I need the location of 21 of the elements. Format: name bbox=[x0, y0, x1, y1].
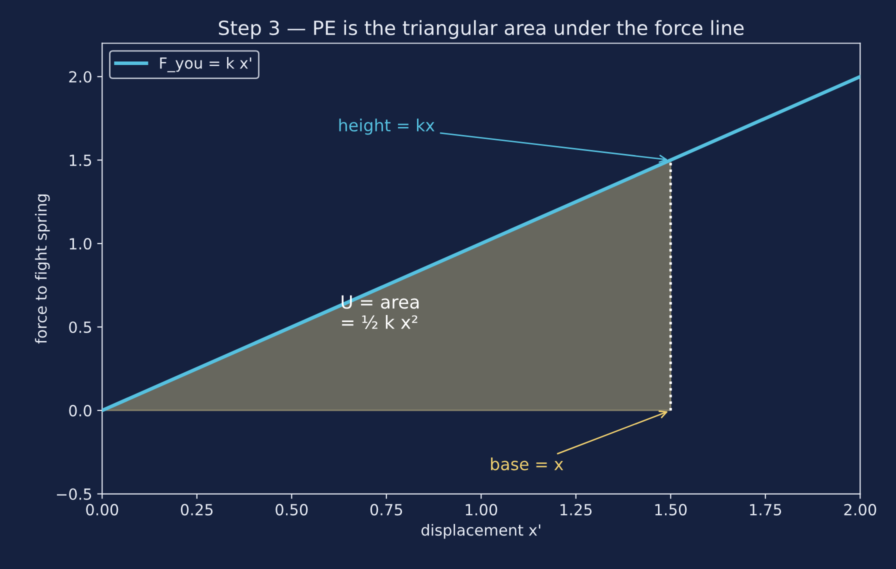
y-axis-title: force to fight spring bbox=[34, 194, 50, 344]
y-tick-label: 0.5 bbox=[69, 321, 92, 334]
x-tick-label: 1.25 bbox=[560, 504, 592, 516]
y-tick-label: 1.0 bbox=[70, 238, 92, 250]
x-tick-label: 0.25 bbox=[180, 504, 213, 516]
y-tick-label: 1.5 bbox=[70, 154, 92, 166]
y-tick-label: 0.0 bbox=[69, 404, 92, 416]
x-tick-label: 1.50 bbox=[655, 504, 687, 516]
x-tick-label: 0.50 bbox=[276, 504, 308, 516]
x-tick-label: 0.00 bbox=[86, 504, 118, 516]
y-tick-label: −0.5 bbox=[56, 488, 92, 500]
chart-title: Step 3 — PE is the triangular area under the force line bbox=[218, 20, 744, 39]
annotation: height = kx bbox=[339, 118, 434, 135]
x-axis-title: displacement x' bbox=[421, 524, 540, 539]
x-tick-label: 1.00 bbox=[466, 504, 498, 516]
annotation: base = x bbox=[491, 457, 564, 470]
x-tick-label: 2.00 bbox=[844, 504, 876, 516]
y-tick-label: 2.0 bbox=[69, 71, 92, 83]
legend-label: F_you = k x' bbox=[160, 56, 252, 72]
x-tick-label: 1.75 bbox=[750, 504, 782, 516]
x-tick-label: 0.75 bbox=[370, 504, 402, 516]
